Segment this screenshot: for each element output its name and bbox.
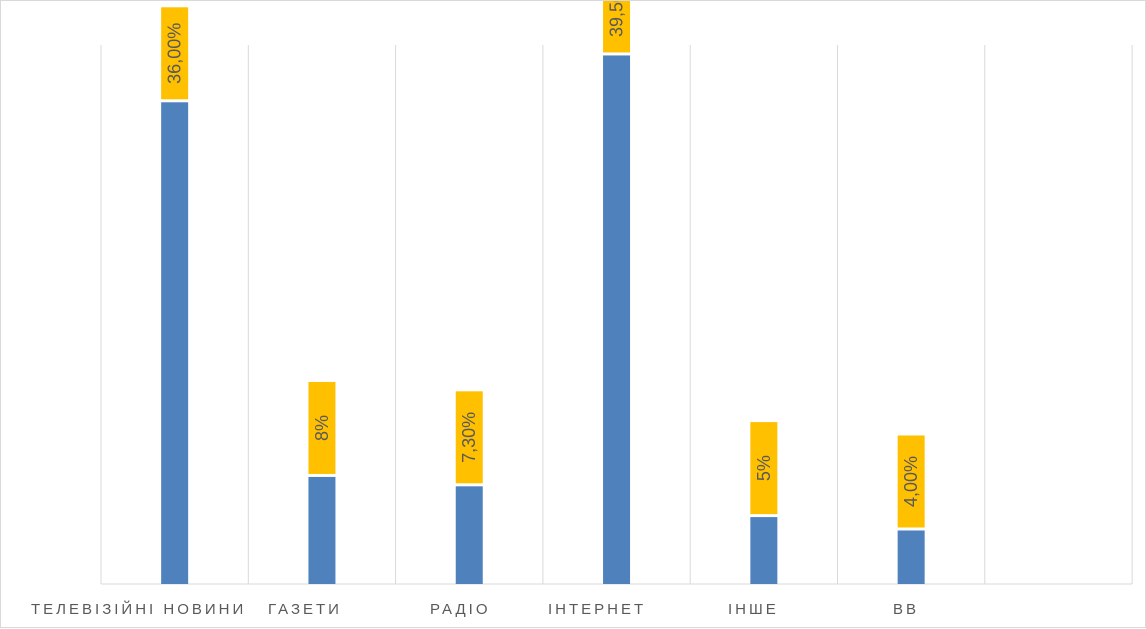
data-label: 4,00% bbox=[901, 456, 921, 507]
data-labels: 36,00% 8% 7,30% 39,50% 5% 4,00% bbox=[161, 1, 925, 528]
data-label-box bbox=[455, 391, 483, 484]
bars bbox=[161, 55, 925, 585]
data-label-box bbox=[308, 381, 336, 474]
data-label-box bbox=[161, 7, 189, 100]
category-label: ТЕЛЕВІЗІЙНІ НОВИНИ bbox=[31, 600, 246, 618]
data-label-box bbox=[897, 435, 925, 528]
data-label: 36,00% bbox=[165, 23, 185, 84]
category-label: ГАЗЕТИ bbox=[268, 601, 342, 618]
data-label-box bbox=[603, 1, 631, 53]
bar bbox=[750, 517, 778, 584]
data-label: 7,30% bbox=[459, 412, 479, 463]
category-label: ІНШЕ bbox=[728, 601, 779, 618]
bar bbox=[308, 476, 336, 584]
data-label: 5% bbox=[754, 455, 774, 481]
data-label-box bbox=[750, 422, 778, 515]
bar bbox=[897, 530, 925, 584]
bar bbox=[603, 55, 631, 584]
category-labels: ТЕЛЕВІЗІЙНІ НОВИНИ ГАЗЕТИ РАДІО ІНТЕРНЕТ ІНШ… bbox=[31, 600, 919, 618]
data-label: 39,50% bbox=[607, 1, 627, 37]
category-label: ВВ bbox=[893, 601, 919, 618]
category-label: ІНТЕРНЕТ bbox=[548, 601, 646, 618]
bar bbox=[161, 102, 189, 585]
category-label: РАДІО bbox=[430, 601, 491, 618]
bar bbox=[455, 486, 483, 584]
data-label: 8% bbox=[312, 415, 332, 441]
